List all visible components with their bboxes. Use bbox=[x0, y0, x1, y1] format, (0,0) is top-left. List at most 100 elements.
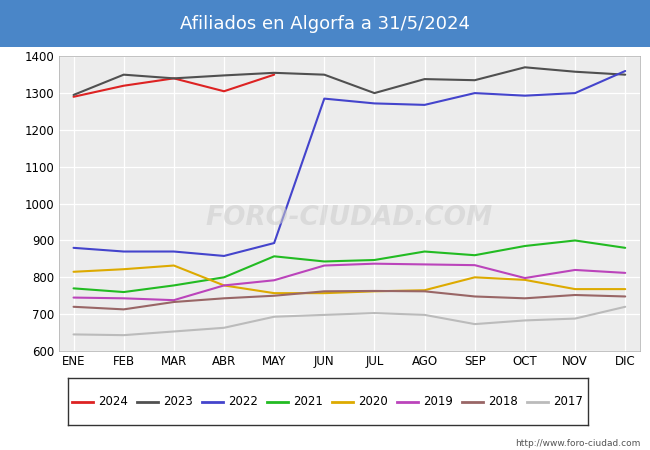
2017 bbox=[320, 312, 328, 318]
2020 bbox=[320, 290, 328, 296]
2023 bbox=[70, 92, 77, 98]
2020 bbox=[421, 288, 428, 293]
2023 bbox=[320, 72, 328, 77]
Text: 2023: 2023 bbox=[163, 395, 193, 408]
2018 bbox=[370, 288, 378, 294]
2023 bbox=[521, 65, 529, 70]
2022 bbox=[421, 102, 428, 108]
2017 bbox=[571, 316, 579, 321]
2022 bbox=[70, 245, 77, 251]
Line: 2018: 2018 bbox=[73, 291, 625, 309]
2018 bbox=[320, 288, 328, 294]
2020 bbox=[621, 286, 629, 292]
2024 bbox=[170, 76, 177, 81]
2021 bbox=[220, 274, 228, 280]
2022 bbox=[471, 90, 478, 96]
Line: 2021: 2021 bbox=[73, 240, 625, 292]
2019 bbox=[370, 261, 378, 266]
2019 bbox=[471, 262, 478, 268]
2020 bbox=[571, 286, 579, 292]
Line: 2023: 2023 bbox=[73, 68, 625, 95]
Line: 2020: 2020 bbox=[73, 266, 625, 293]
2021 bbox=[270, 254, 278, 259]
2020 bbox=[270, 290, 278, 296]
2018 bbox=[621, 294, 629, 299]
Text: FORO-CIUDAD.COM: FORO-CIUDAD.COM bbox=[206, 205, 493, 231]
2020 bbox=[220, 283, 228, 288]
Text: Afiliados en Algorfa a 31/5/2024: Afiliados en Algorfa a 31/5/2024 bbox=[180, 14, 470, 33]
Text: 2024: 2024 bbox=[98, 395, 128, 408]
2022 bbox=[521, 93, 529, 99]
Line: 2024: 2024 bbox=[73, 75, 274, 97]
2021 bbox=[621, 245, 629, 251]
2024 bbox=[70, 94, 77, 99]
2020 bbox=[120, 266, 127, 272]
Line: 2022: 2022 bbox=[73, 71, 625, 256]
2018 bbox=[571, 292, 579, 298]
2019 bbox=[220, 283, 228, 288]
2017 bbox=[70, 332, 77, 337]
2017 bbox=[270, 314, 278, 319]
2022 bbox=[170, 249, 177, 254]
2024 bbox=[220, 89, 228, 94]
Text: 2022: 2022 bbox=[228, 395, 258, 408]
2019 bbox=[170, 297, 177, 303]
2022 bbox=[320, 96, 328, 101]
2019 bbox=[320, 263, 328, 268]
2023 bbox=[270, 70, 278, 76]
2017 bbox=[370, 310, 378, 316]
2020 bbox=[70, 269, 77, 274]
2017 bbox=[471, 321, 478, 327]
2023 bbox=[120, 72, 127, 77]
2023 bbox=[421, 76, 428, 82]
2017 bbox=[421, 312, 428, 318]
2019 bbox=[621, 270, 629, 275]
Line: 2017: 2017 bbox=[73, 307, 625, 335]
2023 bbox=[621, 72, 629, 77]
2018 bbox=[170, 299, 177, 305]
2018 bbox=[471, 294, 478, 299]
2017 bbox=[220, 325, 228, 330]
2019 bbox=[521, 275, 529, 281]
Text: 2020: 2020 bbox=[358, 395, 388, 408]
2018 bbox=[120, 306, 127, 312]
2021 bbox=[70, 286, 77, 291]
2018 bbox=[421, 288, 428, 294]
2021 bbox=[421, 249, 428, 254]
2022 bbox=[120, 249, 127, 254]
2021 bbox=[370, 257, 378, 263]
2018 bbox=[521, 296, 529, 301]
2019 bbox=[120, 296, 127, 301]
2023 bbox=[220, 73, 228, 78]
2017 bbox=[521, 318, 529, 323]
2022 bbox=[621, 68, 629, 74]
2018 bbox=[220, 296, 228, 301]
Text: 2019: 2019 bbox=[423, 395, 453, 408]
2022 bbox=[571, 90, 579, 96]
2021 bbox=[320, 259, 328, 264]
2019 bbox=[270, 278, 278, 283]
2019 bbox=[70, 295, 77, 300]
2022 bbox=[270, 240, 278, 246]
2017 bbox=[621, 304, 629, 310]
2021 bbox=[120, 289, 127, 295]
2022 bbox=[220, 253, 228, 259]
2019 bbox=[571, 267, 579, 273]
2023 bbox=[471, 77, 478, 83]
Text: 2018: 2018 bbox=[488, 395, 518, 408]
2017 bbox=[170, 329, 177, 334]
2023 bbox=[571, 69, 579, 74]
2022 bbox=[370, 101, 378, 106]
2017 bbox=[120, 333, 127, 338]
2020 bbox=[370, 288, 378, 294]
2021 bbox=[521, 243, 529, 249]
Text: 2021: 2021 bbox=[293, 395, 323, 408]
Text: 2017: 2017 bbox=[553, 395, 583, 408]
2021 bbox=[571, 238, 579, 243]
2020 bbox=[170, 263, 177, 268]
Text: http://www.foro-ciudad.com: http://www.foro-ciudad.com bbox=[515, 439, 640, 448]
2019 bbox=[421, 262, 428, 267]
Line: 2019: 2019 bbox=[73, 264, 625, 300]
2021 bbox=[471, 252, 478, 258]
2023 bbox=[370, 90, 378, 96]
